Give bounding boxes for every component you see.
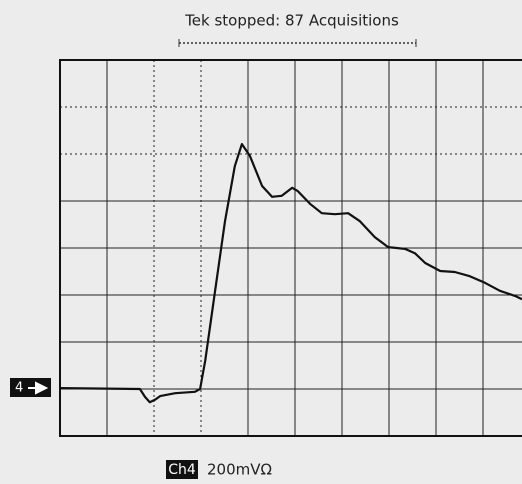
channel-label: Ch4 [168,462,196,478]
graticule [59,59,522,437]
graticule-border [59,59,522,437]
scale-label: 200mVΩ [207,461,272,479]
channel-arrow [28,381,49,395]
waveform [59,143,522,404]
status-title: Tek stopped: 87 Acquisitions [184,12,399,30]
channel-label-box [166,460,198,479]
channel-marker: 4 [15,381,23,396]
